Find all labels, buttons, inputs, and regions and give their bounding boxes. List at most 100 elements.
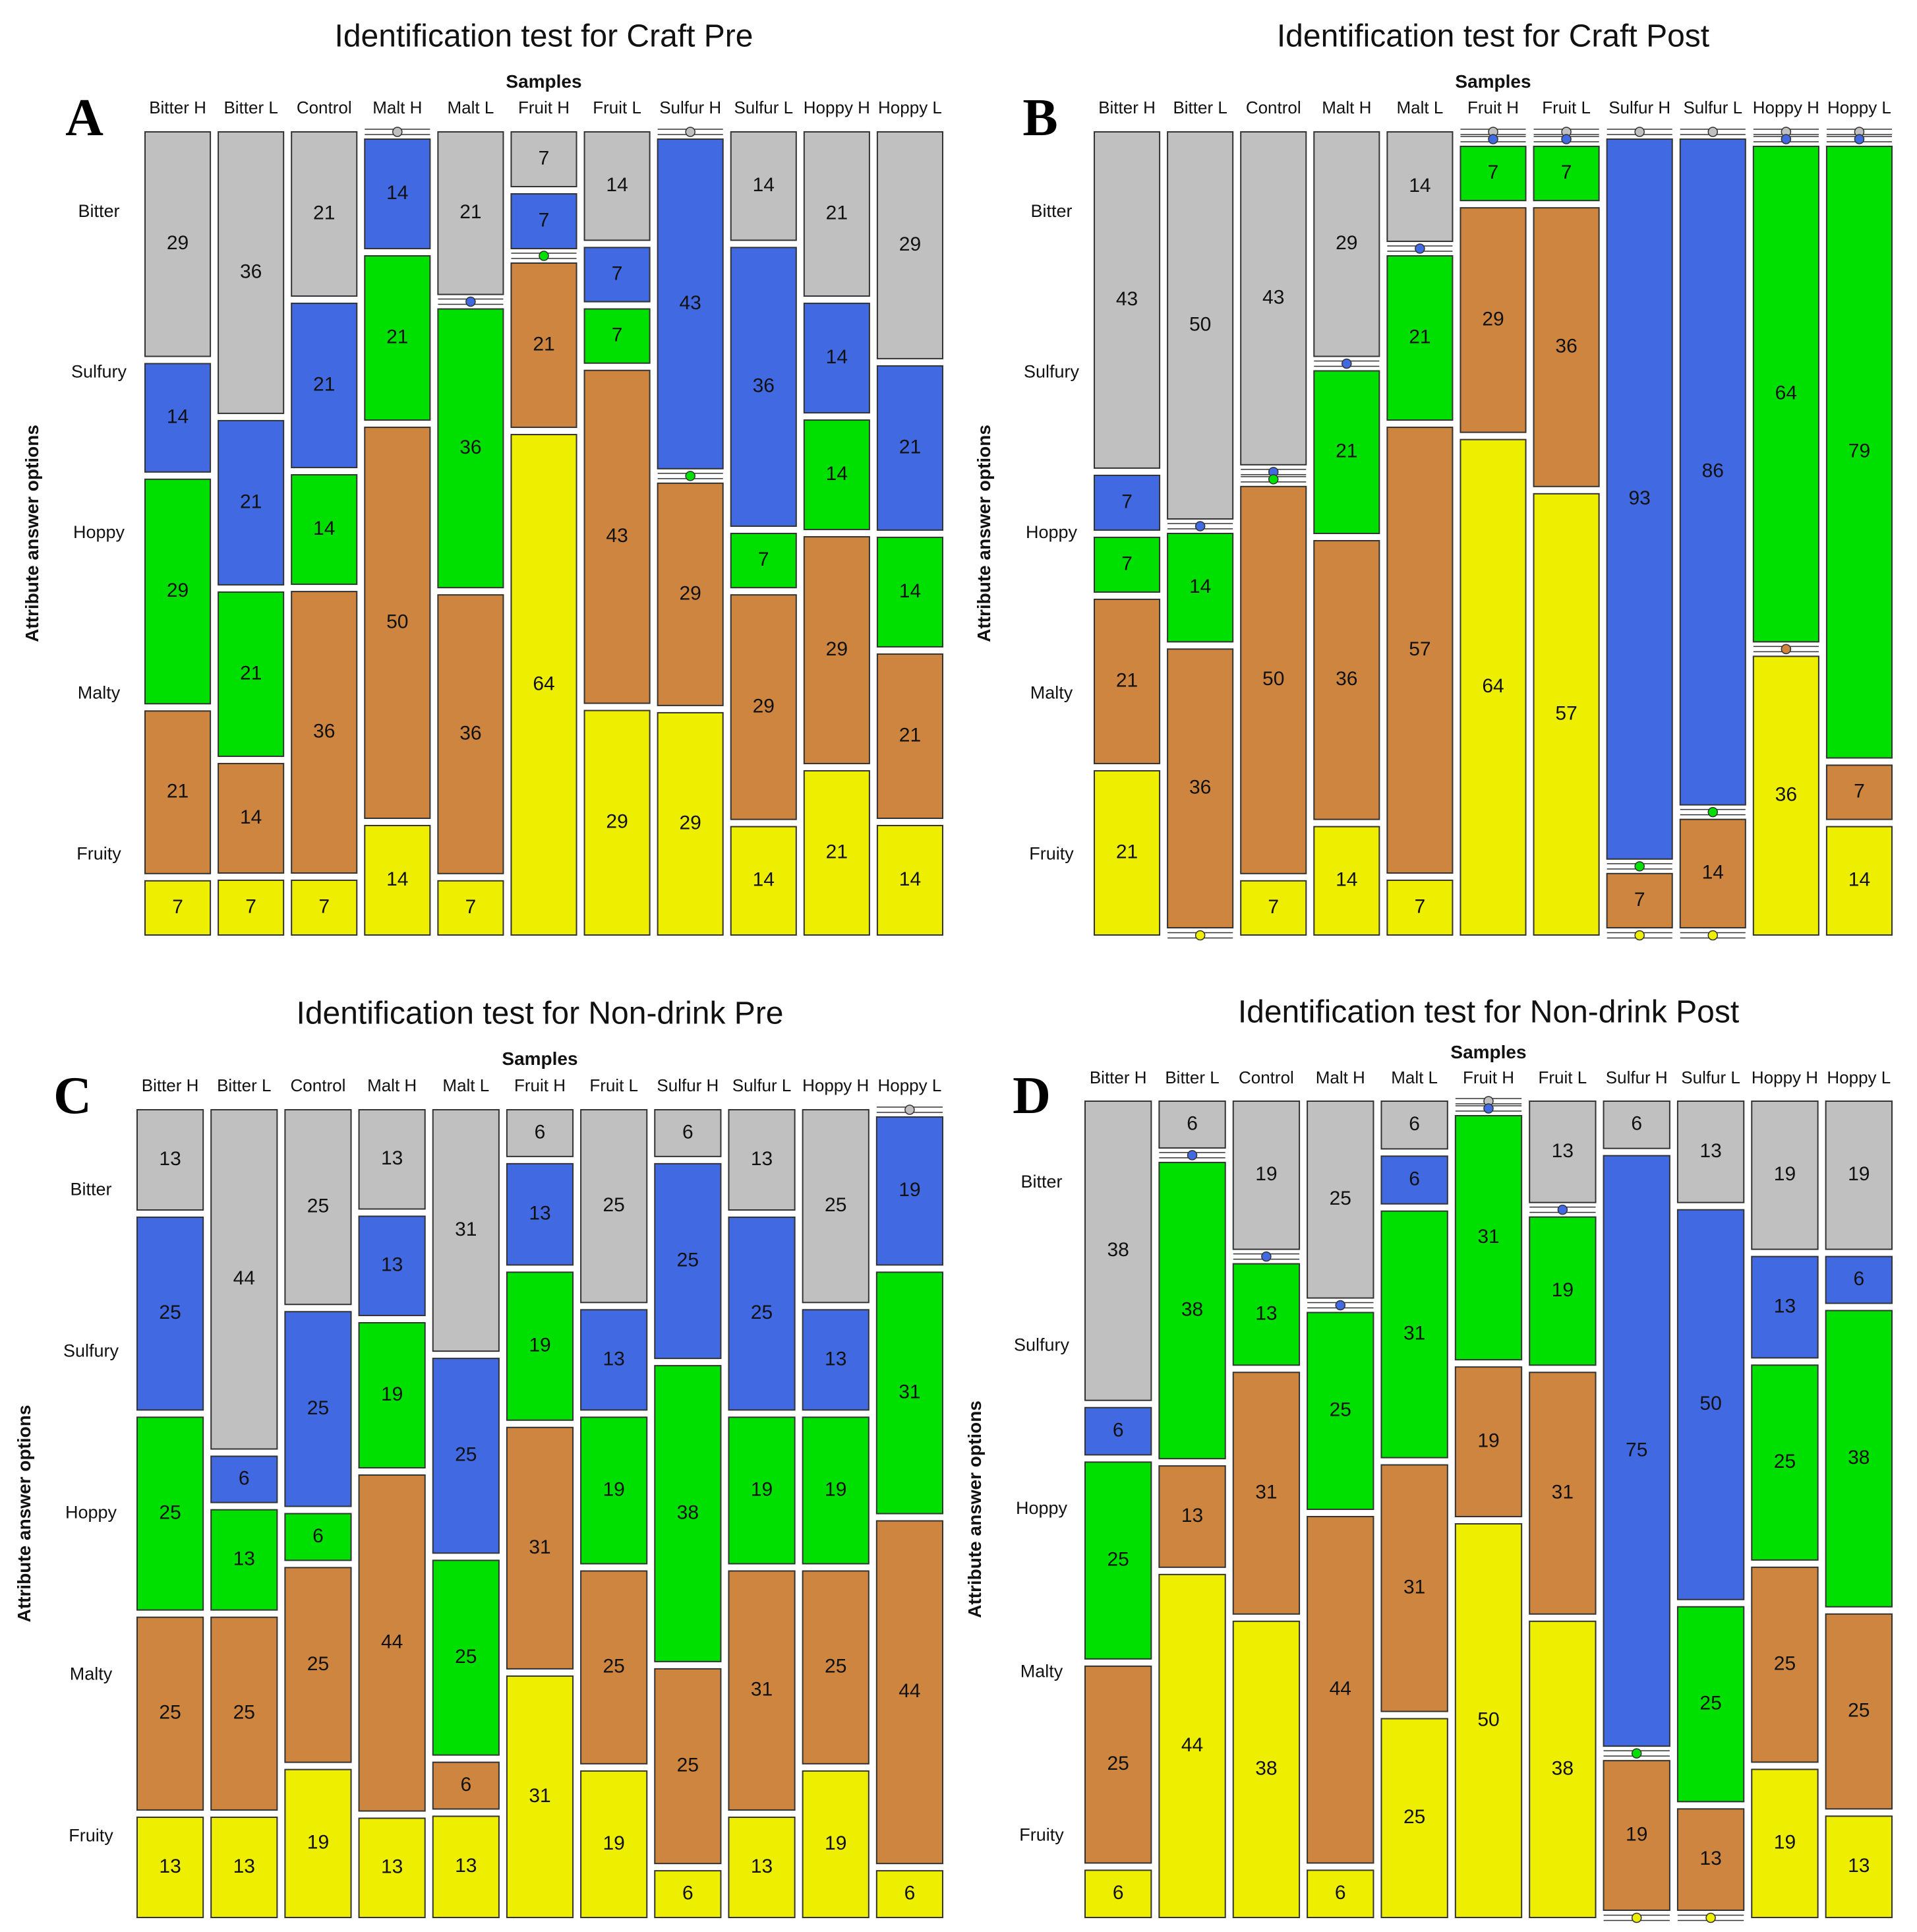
cell-hoppy-l-fruity bbox=[1825, 1815, 1893, 1919]
cell-value-bitter-h-bitter: 43 bbox=[1116, 288, 1138, 310]
cell-sulfur-h-malty bbox=[657, 482, 724, 706]
cell-value-control-hoppy: 6 bbox=[312, 1525, 324, 1547]
cell-bitter-h-bitter bbox=[136, 1109, 204, 1211]
cell-control-bitter bbox=[291, 131, 358, 297]
cell-value-malt-l-hoppy: 25 bbox=[455, 1646, 477, 1668]
cell-sulfur-l-sulfury bbox=[1679, 138, 1746, 806]
chart-title: Identification test for Craft Post bbox=[1277, 19, 1709, 54]
cell-value-malt-h-fruity: 6 bbox=[1335, 1882, 1346, 1904]
sample-label-malt-h: Malt H bbox=[372, 98, 422, 117]
cell-bitter-h-fruity bbox=[136, 1816, 204, 1918]
cell-value-fruit-h-hoppy: 7 bbox=[1488, 162, 1499, 183]
sample-label-sulfur-h: Sulfur H bbox=[659, 98, 721, 117]
cell-value-bitter-h-malty: 25 bbox=[1107, 1753, 1129, 1774]
cell-value-hoppy-l-malty: 25 bbox=[1848, 1699, 1870, 1721]
cell-hoppy-h-sulfury bbox=[803, 303, 870, 414]
cell-hoppy-l-malty bbox=[1825, 764, 1893, 820]
cell-value-fruit-h-fruity: 31 bbox=[529, 1785, 550, 1807]
cell-malt-l-hoppy bbox=[1386, 255, 1454, 421]
cell-sulfur-h-fruity bbox=[654, 1870, 722, 1918]
cell-value-sulfur-l-sulfury: 36 bbox=[753, 375, 775, 397]
cell-value-hoppy-h-sulfury: 14 bbox=[826, 346, 848, 368]
cell-bitter-h-hoppy bbox=[144, 478, 212, 705]
cell-bitter-h-malty bbox=[1094, 598, 1161, 764]
cell-value-malt-l-fruity: 7 bbox=[465, 896, 477, 918]
sample-label-hoppy-h: Hoppy H bbox=[802, 1075, 869, 1095]
cell-value-bitter-h-hoppy: 25 bbox=[159, 1501, 181, 1523]
sample-label-fruit-l: Fruit L bbox=[1539, 1068, 1587, 1087]
cell-value-malt-l-malty: 6 bbox=[460, 1774, 471, 1796]
cell-sulfur-h-malty bbox=[1603, 1760, 1670, 1911]
cell-value-control-hoppy: 13 bbox=[1255, 1302, 1277, 1324]
sample-label-malt-h: Malt H bbox=[1322, 98, 1371, 117]
cell-value-malt-l-malty: 36 bbox=[459, 722, 481, 744]
attribute-label-sulfury: Sulfury bbox=[71, 362, 127, 382]
empty-marker-malt-l-sulfury bbox=[1387, 243, 1453, 254]
cell-value-malt-l-bitter: 6 bbox=[1409, 1113, 1420, 1135]
cell-value-sulfur-l-hoppy: 19 bbox=[751, 1478, 773, 1500]
sample-label-bitter-h: Bitter H bbox=[142, 1075, 199, 1095]
empty-marker-bitter-l-sulfury bbox=[1159, 1150, 1225, 1161]
empty-marker-sulfur-h-fruity bbox=[1607, 930, 1672, 941]
sample-label-hoppy-l: Hoppy L bbox=[1827, 1068, 1891, 1087]
cell-value-hoppy-l-hoppy: 31 bbox=[899, 1381, 920, 1403]
sample-label-malt-l: Malt L bbox=[442, 1075, 489, 1095]
cell-hoppy-h-malty bbox=[802, 1570, 870, 1765]
cell-malt-l-fruity bbox=[432, 1815, 500, 1918]
attribute-label-bitter: Bitter bbox=[78, 201, 119, 221]
cell-value-fruit-l-bitter: 13 bbox=[1552, 1140, 1574, 1162]
sample-label-sulfur-l: Sulfur L bbox=[734, 98, 793, 117]
cell-bitter-l-hoppy bbox=[1167, 533, 1234, 643]
cell-malt-l-hoppy bbox=[432, 1559, 500, 1756]
cell-sulfur-h-bitter bbox=[1603, 1101, 1670, 1149]
cell-malt-l-malty bbox=[437, 594, 504, 874]
cell-sulfur-h-fruity bbox=[657, 711, 724, 936]
cell-value-bitter-h-sulfury: 7 bbox=[1121, 491, 1133, 512]
cell-bitter-h-sulfury bbox=[1084, 1406, 1152, 1456]
empty-marker-sulfur-l-hoppy bbox=[1680, 806, 1746, 818]
cell-value-malt-h-hoppy: 25 bbox=[1330, 1399, 1351, 1421]
sample-label-bitter-l: Bitter L bbox=[1165, 1068, 1219, 1087]
cell-hoppy-h-sulfury bbox=[802, 1309, 870, 1411]
cell-control-malty bbox=[1232, 1372, 1301, 1615]
cell-value-malt-l-fruity: 13 bbox=[455, 1855, 477, 1877]
cell-bitter-l-malty bbox=[1158, 1465, 1226, 1568]
cell-value-bitter-l-bitter: 44 bbox=[233, 1267, 255, 1289]
cell-malt-l-malty bbox=[432, 1761, 500, 1810]
cell-value-hoppy-h-malty: 25 bbox=[825, 1656, 846, 1677]
cell-malt-l-bitter bbox=[437, 131, 504, 295]
cell-malt-h-bitter bbox=[1313, 131, 1380, 357]
cell-control-hoppy bbox=[1232, 1263, 1301, 1366]
attribute-label-hoppy: Hoppy bbox=[1016, 1498, 1068, 1518]
cell-bitter-h-sulfury bbox=[144, 363, 212, 473]
sample-label-control: Control bbox=[1239, 1068, 1294, 1087]
cell-value-control-sulfury: 21 bbox=[313, 373, 335, 395]
cell-value-hoppy-h-hoppy: 64 bbox=[1775, 382, 1797, 404]
x-axis-label: Samples bbox=[502, 1048, 577, 1069]
cell-value-malt-l-sulfury: 25 bbox=[455, 1444, 477, 1466]
empty-marker-bitter-l-sulfury bbox=[1167, 521, 1233, 531]
cell-malt-h-fruity bbox=[358, 1817, 426, 1919]
panel-d-non-drink-post: Identification test for Non-drink Post D S… bbox=[964, 995, 1893, 1923]
cell-fruit-l-fruity bbox=[583, 709, 651, 936]
sample-label-hoppy-l: Hoppy L bbox=[878, 98, 942, 117]
cell-hoppy-l-malty bbox=[1825, 1613, 1893, 1810]
cell-malt-h-malty bbox=[1313, 540, 1380, 820]
sample-label-bitter-l: Bitter L bbox=[217, 1075, 271, 1095]
cell-value-fruit-h-malty: 31 bbox=[529, 1536, 550, 1558]
empty-marker-control-sulfury bbox=[1233, 1251, 1300, 1262]
cell-fruit-l-malty bbox=[583, 369, 651, 704]
cell-value-malt-h-hoppy: 21 bbox=[386, 326, 408, 347]
cell-bitter-l-fruity bbox=[218, 879, 285, 936]
cell-value-fruit-l-bitter: 25 bbox=[603, 1194, 624, 1216]
attribute-label-hoppy: Hoppy bbox=[1026, 522, 1078, 542]
empty-marker-sulfur-l-bitter bbox=[1680, 127, 1746, 137]
cell-sulfur-h-bitter bbox=[654, 1109, 722, 1157]
cell-value-sulfur-l-sulfury: 86 bbox=[1702, 460, 1724, 482]
cell-hoppy-h-fruity bbox=[1752, 655, 1819, 936]
cell-value-fruit-l-hoppy: 7 bbox=[1561, 162, 1572, 183]
cell-value-fruit-l-sulfury: 7 bbox=[612, 262, 623, 284]
cell-fruit-h-hoppy bbox=[1454, 1115, 1523, 1361]
y-axis-label: Attribute answer options bbox=[14, 1405, 34, 1623]
cell-value-bitter-h-hoppy: 7 bbox=[1121, 553, 1133, 574]
